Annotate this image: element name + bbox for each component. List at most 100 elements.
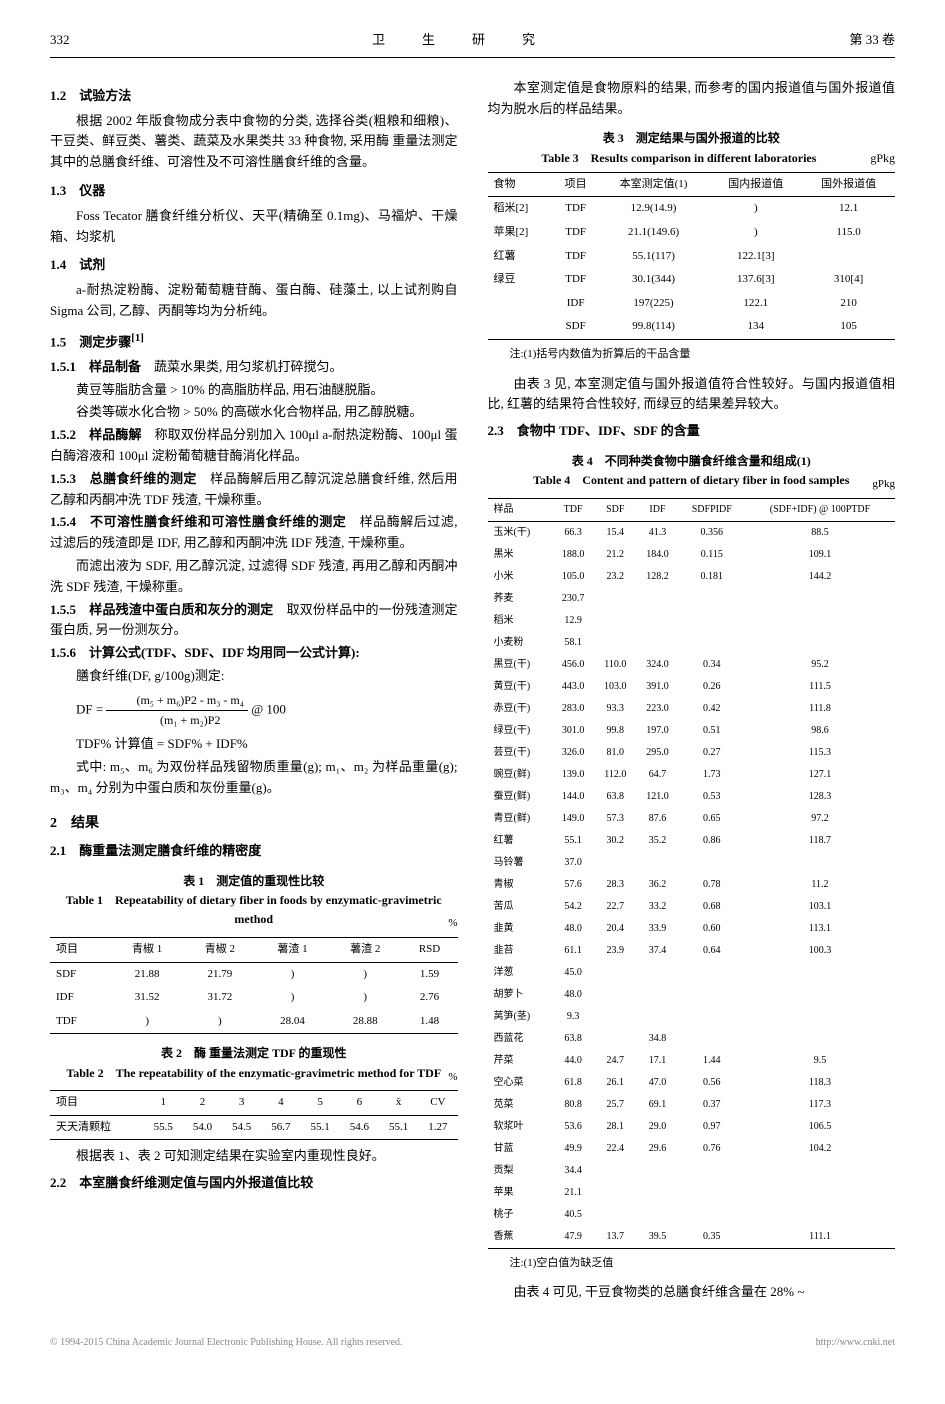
- numerator: (m₅ + m₆)P2 - m₃ - m₄: [106, 691, 248, 711]
- table-cell: 54.5: [222, 1115, 261, 1140]
- table-cell: 197.0: [636, 720, 678, 742]
- table-row: 甘蓝49.922.429.60.76104.2: [488, 1138, 896, 1160]
- table-header-cell: x̄: [379, 1091, 418, 1116]
- table-cell: 37.0: [552, 852, 594, 874]
- table-cell: 137.6[3]: [709, 268, 802, 292]
- table-cell: 12.1: [802, 197, 895, 221]
- table-cell: 软浆叶: [488, 1116, 553, 1138]
- table-cell: 21.1: [552, 1182, 594, 1204]
- table-cell: [745, 962, 895, 984]
- table-row: 小麦粉58.1: [488, 632, 896, 654]
- table-cell: 127.1: [745, 764, 895, 786]
- table-cell: [594, 1160, 636, 1182]
- table-cell: 230.7: [552, 588, 594, 610]
- table-cell: 29.6: [636, 1138, 678, 1160]
- table-row: 韭苔61.123.937.40.64100.3: [488, 940, 896, 962]
- table-row: 胡萝卜48.0: [488, 984, 896, 1006]
- table-cell: 31.72: [184, 986, 257, 1010]
- heading-1-5-1: 1.5.1 样品制备: [50, 359, 141, 374]
- para: 根据 2002 年版食物成分表中食物的分类, 选择谷类(粗粮和细粮)、干豆类、鲜…: [50, 111, 458, 173]
- table-cell: 西蓝花: [488, 1028, 553, 1050]
- table-cell: [679, 962, 745, 984]
- page-header: 332 卫 生 研 究 第 33 卷: [50, 30, 895, 58]
- table-cell: 295.0: [636, 742, 678, 764]
- table-cell: [802, 245, 895, 269]
- para: 由表 3 见, 本室测定值与国外报道值符合性较好。与国内报道值相比, 红薯的结果…: [488, 374, 896, 416]
- para: 膳食纤维(DF, g/100g)测定:: [50, 666, 458, 687]
- table-cell: TDF: [554, 221, 598, 245]
- volume-label: 第 33 卷: [849, 30, 895, 51]
- table-cell: 0.65: [679, 808, 745, 830]
- table-cell: 小麦粉: [488, 632, 553, 654]
- table-cell: 48.0: [552, 984, 594, 1006]
- table-cell: 48.0: [552, 918, 594, 940]
- table-header-cell: SDF: [594, 498, 636, 521]
- table-header-cell: RSD: [402, 937, 458, 962]
- table-cell: 57.6: [552, 874, 594, 896]
- table-cell: 87.6: [636, 808, 678, 830]
- table-cell: 106.5: [745, 1116, 895, 1138]
- ref-sup: [1]: [131, 332, 144, 344]
- table-cell: 0.27: [679, 742, 745, 764]
- table-row: 稻米12.9: [488, 610, 896, 632]
- table-cell: 青椒: [488, 874, 553, 896]
- table-cell: 55.1: [379, 1115, 418, 1140]
- table-cell: 0.68: [679, 896, 745, 918]
- table-row: 红薯55.130.235.20.86118.7: [488, 830, 896, 852]
- table-cell: 0.34: [679, 654, 745, 676]
- table-cell: [745, 1204, 895, 1226]
- table-cell: 36.2: [636, 874, 678, 896]
- table-row: 荞麦230.7: [488, 588, 896, 610]
- table-cell: 21.1(149.6): [598, 221, 710, 245]
- table-cell: 53.6: [552, 1116, 594, 1138]
- table-cell: [594, 610, 636, 632]
- table-cell: 28.04: [256, 1010, 329, 1034]
- table-cell: 49.9: [552, 1138, 594, 1160]
- table-cell: 117.3: [745, 1094, 895, 1116]
- table-header-cell: TDF: [552, 498, 594, 521]
- table-header-row: 项目青椒 1青椒 2薯渣 1薯渣 2RSD: [50, 937, 458, 962]
- table-cell: 28.88: [329, 1010, 402, 1034]
- table-row: 苹果21.1: [488, 1182, 896, 1204]
- table-cell: [679, 1028, 745, 1050]
- table-row: 玉米(干)66.315.441.30.35688.5: [488, 521, 896, 544]
- table-cell: 青豆(鲜): [488, 808, 553, 830]
- table-cell: 105: [802, 315, 895, 339]
- table-cell: [636, 852, 678, 874]
- table-row: 豌豆(鲜)139.0112.064.71.73127.1: [488, 764, 896, 786]
- footer-copyright: © 1994-2015 China Academic Journal Elect…: [50, 1335, 403, 1351]
- table-cell: 63.8: [594, 786, 636, 808]
- right-column: 本室测定值是食物原料的结果, 而参考的国内报道值与国外报道值均为脱水后的样品结果…: [488, 78, 896, 1305]
- table-cell: 稻米[2]: [488, 197, 554, 221]
- table-cell: 37.4: [636, 940, 678, 962]
- table-cell: 103.1: [745, 896, 895, 918]
- table-cell: 0.53: [679, 786, 745, 808]
- table-row: 软浆叶53.628.129.00.97106.5: [488, 1116, 896, 1138]
- table-cell: [636, 588, 678, 610]
- table-header-cell: SDFPIDF: [679, 498, 745, 521]
- table-cell: 118.3: [745, 1072, 895, 1094]
- table-cell: 103.0: [594, 676, 636, 698]
- table-cell: 13.7: [594, 1226, 636, 1249]
- table2-caption-cn: 表 2 酶 重量法测定 TDF 的重现性: [50, 1044, 458, 1063]
- table-cell: 0.181: [679, 566, 745, 588]
- table-cell: 24.7: [594, 1050, 636, 1072]
- table-cell: 99.8: [594, 720, 636, 742]
- heading-2: 2 结果: [50, 813, 458, 835]
- table-cell: 95.2: [745, 654, 895, 676]
- table-cell: [594, 852, 636, 874]
- table-row: 苋菜80.825.769.10.37117.3: [488, 1094, 896, 1116]
- table-cell: [636, 1006, 678, 1028]
- table-cell: [745, 1160, 895, 1182]
- table-cell: 贡梨: [488, 1160, 553, 1182]
- table-cell: 97.2: [745, 808, 895, 830]
- table-cell: 35.2: [636, 830, 678, 852]
- para: 1.5.3 总膳食纤维的测定 样品酶解后用乙醇沉淀总膳食纤维, 然后用乙醇和丙酮…: [50, 469, 458, 511]
- table-cell: 21.79: [184, 962, 257, 986]
- table-cell: 甘蓝: [488, 1138, 553, 1160]
- table-cell: 23.2: [594, 566, 636, 588]
- table-cell: [636, 1182, 678, 1204]
- table-cell: 111.1: [745, 1226, 895, 1249]
- table-cell: [636, 984, 678, 1006]
- table-cell: 0.356: [679, 521, 745, 544]
